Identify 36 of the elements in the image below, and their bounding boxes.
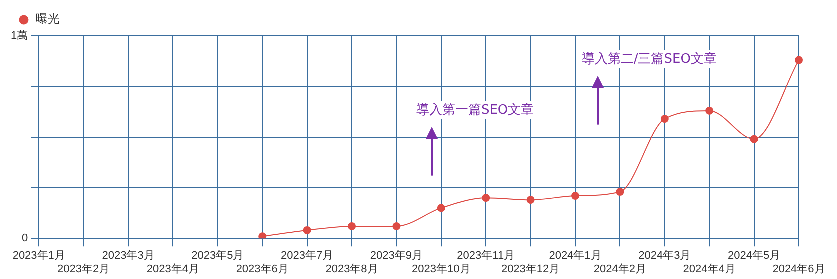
x-tick-label: 2024年4月 <box>683 263 736 276</box>
y-tick-label: 1萬 <box>10 29 28 42</box>
x-tick-label: 2023年4月 <box>146 263 200 276</box>
point <box>303 226 312 234</box>
x-tick-label: 2023年11月 <box>457 250 516 262</box>
point <box>258 232 267 239</box>
point <box>795 56 803 64</box>
x-tick-label: 2023年1月 <box>12 250 66 262</box>
x-tick-label: 2023年9月 <box>370 250 424 262</box>
point <box>706 106 714 115</box>
point <box>526 196 535 204</box>
x-tick-label: 2023年3月 <box>102 250 155 262</box>
x-tick-label: 2023年8月 <box>326 263 378 276</box>
x-tick-label: 2023年12月 <box>501 263 560 276</box>
x-tick-label: 2023年6月 <box>236 263 289 276</box>
point <box>348 222 356 230</box>
x-tick-label: 2023年10月 <box>412 263 471 276</box>
legend-label: 曝光 <box>36 12 60 26</box>
point <box>616 188 624 196</box>
point <box>572 192 580 200</box>
x-tick-label: 2023年5月 <box>192 250 244 262</box>
point <box>392 222 401 230</box>
annotation: 導入第一篇SEO文章 <box>414 100 536 119</box>
point <box>660 115 669 124</box>
point <box>437 204 446 212</box>
x-tick-label: 2023年2月 <box>58 263 110 276</box>
x-tick-label: 2023年7月 <box>281 250 334 262</box>
point <box>750 135 758 144</box>
x-tick-label: 2024年6月 <box>772 263 826 276</box>
x-tick-label: 2024年1月 <box>549 250 602 262</box>
annotation: 導入第二/三篇SEO文章 <box>580 50 719 68</box>
x-tick-label: 2024年5月 <box>728 250 781 262</box>
y-tick-label: 0 <box>22 232 28 245</box>
x-tick-label: 2024年3月 <box>638 250 692 262</box>
x-tick-label: 2024年2月 <box>594 263 646 276</box>
point <box>482 194 490 202</box>
